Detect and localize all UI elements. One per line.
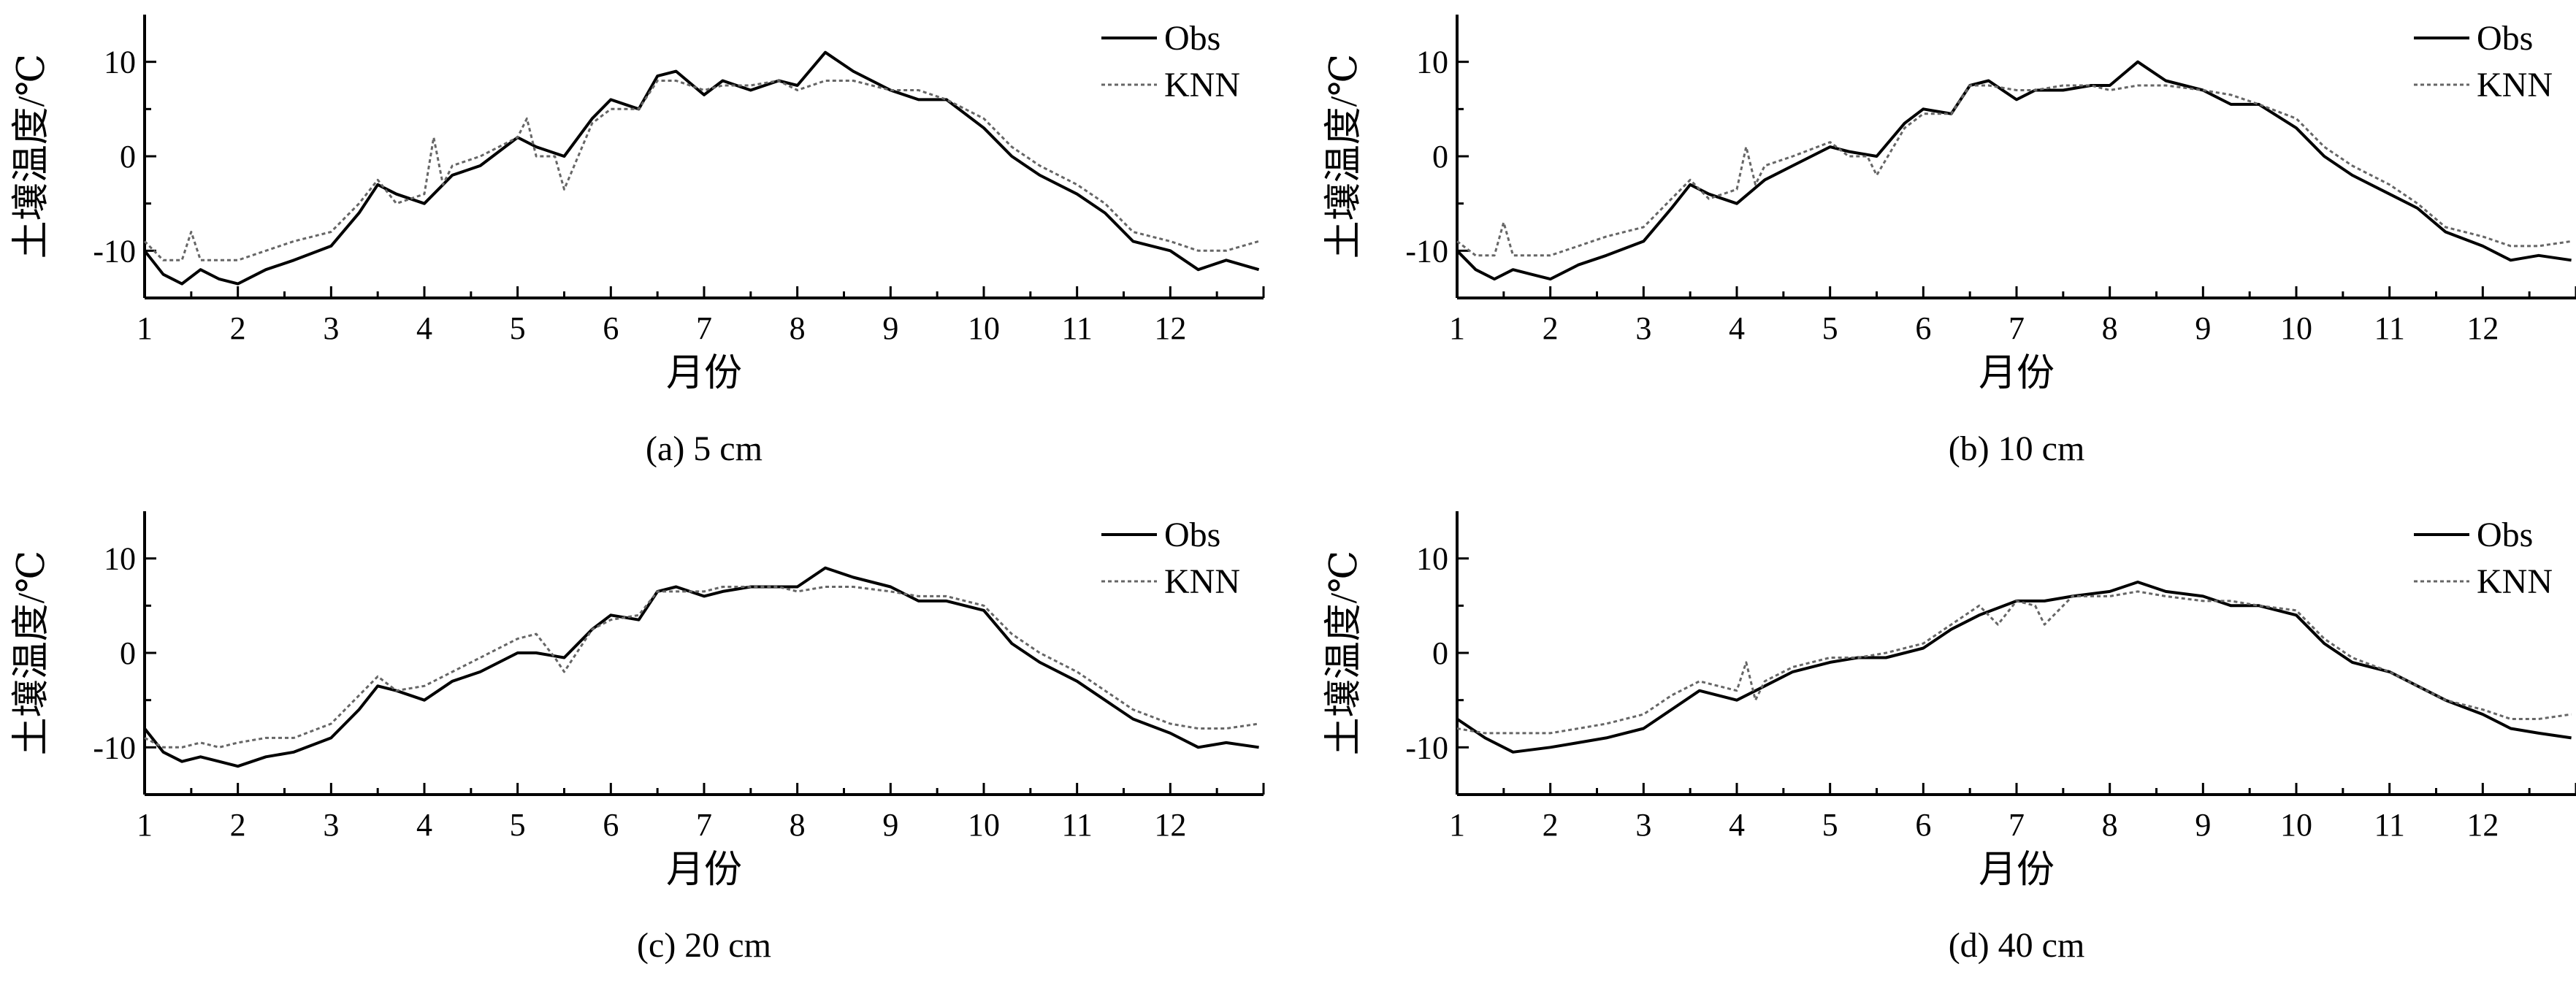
- x-tick-label: 3: [323, 310, 339, 346]
- y-axis-title: 土壤温度/℃: [1323, 54, 1365, 259]
- legend-label-obs: Obs: [1164, 19, 1220, 58]
- x-axis-title: 月份: [1979, 353, 2055, 394]
- x-tick-label: 11: [1061, 807, 1092, 843]
- legend: Obs KNN: [1101, 516, 1240, 601]
- x-tick-label: 2: [230, 807, 246, 843]
- x-tick-label: 10: [2280, 310, 2312, 346]
- x-axis-title: 月份: [1979, 849, 2055, 891]
- panel-caption: (a) 5 cm: [646, 429, 763, 468]
- y-tick-label: 0: [1432, 139, 1448, 175]
- series-line-obs: [143, 50, 1260, 286]
- x-tick-label: 9: [2195, 807, 2211, 843]
- x-tick-label: 8: [790, 807, 806, 843]
- x-tick-label: 4: [416, 807, 432, 843]
- y-axis-title: 土壤温度/℃: [11, 54, 53, 259]
- legend: Obs KNN: [1101, 19, 1240, 104]
- y-axis-title: 土壤温度/℃: [1323, 551, 1365, 756]
- x-tick-label: 3: [323, 807, 339, 843]
- series-line-obs: [1456, 60, 2572, 281]
- x-tick-label: 1: [1449, 807, 1465, 843]
- x-tick-label: 6: [1915, 310, 1931, 346]
- x-tick-label: 11: [2374, 807, 2404, 843]
- x-tick-label: 4: [1729, 807, 1745, 843]
- series-line-knn: [144, 586, 1259, 749]
- x-tick-label: 8: [2102, 807, 2118, 843]
- y-tick-label: -10: [93, 233, 136, 269]
- legend-label-knn: KNN: [1164, 66, 1240, 104]
- panel-caption: (b) 10 cm: [1949, 429, 2085, 468]
- y-axis-title: 土壤温度/℃: [11, 551, 53, 756]
- x-tick-label: 7: [696, 807, 712, 843]
- x-axis-title: 月份: [666, 849, 742, 891]
- legend: Obs KNN: [2414, 19, 2553, 104]
- y-tick-label: 0: [120, 139, 136, 175]
- x-tick-label: 12: [2466, 310, 2499, 346]
- series-line-knn: [1456, 84, 2572, 257]
- y-tick-label: -10: [1405, 233, 1448, 269]
- x-tick-label: 10: [968, 807, 1000, 843]
- x-tick-label: 3: [1635, 807, 1651, 843]
- x-tick-label: 12: [1154, 807, 1186, 843]
- y-tick-label: 0: [120, 635, 136, 671]
- x-tick-label: 7: [696, 310, 712, 346]
- x-tick-label: 5: [1822, 310, 1838, 346]
- x-tick-label: 2: [230, 310, 246, 346]
- series-line-obs: [143, 566, 1259, 768]
- y-tick-label: 10: [1416, 541, 1448, 577]
- x-axis-title: 月份: [666, 353, 742, 394]
- x-tick-label: 9: [882, 310, 898, 346]
- panel-caption: (c) 20 cm: [637, 926, 771, 965]
- x-tick-label: 1: [137, 807, 153, 843]
- x-tick-label: 4: [416, 310, 432, 346]
- x-tick-label: 5: [510, 310, 526, 346]
- x-tick-label: 10: [968, 310, 1000, 346]
- x-tick-label: 3: [1635, 310, 1651, 346]
- x-tick-label: 4: [1729, 310, 1745, 346]
- series-line-knn: [1456, 590, 2572, 735]
- x-tick-label: 2: [1543, 807, 1559, 843]
- x-tick-label: 5: [1822, 807, 1838, 843]
- x-tick-label: 8: [2102, 310, 2118, 346]
- x-tick-label: 8: [790, 310, 806, 346]
- y-tick-label: -10: [1405, 730, 1448, 765]
- x-tick-label: 7: [2009, 807, 2025, 843]
- legend-label-knn: KNN: [2477, 66, 2553, 104]
- x-tick-label: 6: [603, 807, 619, 843]
- legend-label-obs: Obs: [2477, 19, 2533, 58]
- x-tick-label: 7: [2009, 310, 2025, 346]
- x-tick-label: 6: [603, 310, 619, 346]
- x-tick-label: 9: [882, 807, 898, 843]
- x-tick-label: 11: [2374, 310, 2404, 346]
- y-tick-label: 10: [104, 45, 136, 80]
- x-tick-label: 5: [510, 807, 526, 843]
- x-tick-label: 12: [1154, 310, 1186, 346]
- legend-label-obs: Obs: [1164, 516, 1220, 554]
- y-tick-label: 0: [1432, 635, 1448, 671]
- y-tick-label: -10: [93, 730, 136, 765]
- series-line-knn: [143, 80, 1260, 261]
- x-tick-label: 6: [1915, 807, 1931, 843]
- legend-label-knn: KNN: [2477, 562, 2553, 601]
- x-tick-label: 11: [1061, 310, 1092, 346]
- y-tick-label: 10: [104, 541, 136, 577]
- x-tick-label: 10: [2280, 807, 2312, 843]
- panel-caption: (d) 40 cm: [1949, 926, 2085, 965]
- x-tick-label: 1: [1449, 310, 1465, 346]
- x-tick-label: 2: [1543, 310, 1559, 346]
- legend-label-obs: Obs: [2477, 516, 2533, 554]
- x-tick-label: 12: [2466, 807, 2499, 843]
- legend-label-knn: KNN: [1164, 562, 1240, 601]
- x-tick-label: 1: [137, 310, 153, 346]
- series-line-obs: [1456, 581, 2572, 754]
- legend: Obs KNN: [2414, 516, 2553, 601]
- x-tick-label: 9: [2195, 310, 2211, 346]
- y-tick-label: 10: [1416, 45, 1448, 80]
